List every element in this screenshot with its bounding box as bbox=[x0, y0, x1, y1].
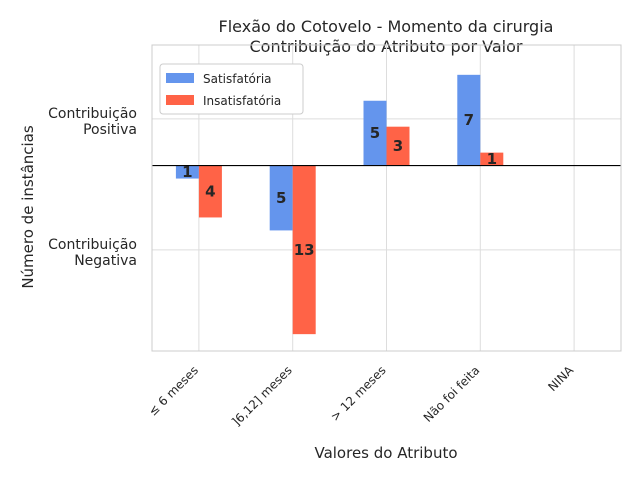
data-label: 7 bbox=[464, 111, 474, 129]
data-label: 4 bbox=[205, 183, 215, 201]
data-label: 5 bbox=[370, 124, 380, 142]
x-tick-labels: ≤ 6 meses ]6,12] meses > 12 meses Não foi f… bbox=[146, 363, 577, 429]
bar-insatisfatoria bbox=[292, 165, 316, 335]
bar-insatisfatoria bbox=[386, 126, 410, 166]
data-label: 5 bbox=[276, 189, 286, 207]
data-labels: 1 5 5 7 4 13 3 1 bbox=[182, 111, 497, 259]
x-tick-label: ≤ 6 meses bbox=[146, 363, 201, 418]
bar-satisfatoria bbox=[269, 165, 293, 231]
bar-satisfatoria bbox=[457, 74, 481, 166]
x-tick-label: > 12 meses bbox=[328, 363, 389, 424]
legend-label: Satisfatória bbox=[203, 72, 272, 86]
x-tick-label: ]6,12] meses bbox=[229, 363, 295, 429]
y-tick-label-line1: Contribuição bbox=[48, 106, 137, 122]
data-label: 3 bbox=[393, 137, 403, 155]
legend-swatch bbox=[166, 73, 194, 83]
data-label: 13 bbox=[294, 241, 315, 259]
x-axis-label: Valores do Atributo bbox=[314, 444, 457, 462]
legend-box bbox=[159, 63, 304, 115]
y-axis-label: Número de instâncias bbox=[19, 125, 37, 289]
bar-satisfatoria bbox=[363, 100, 387, 166]
chart-title: Flexão do Cotovelo - Momento da cirurgia bbox=[219, 17, 554, 36]
x-tick-label: Não foi feita bbox=[421, 363, 483, 425]
bar-insatisfatoria bbox=[198, 165, 222, 218]
y-tick-label-line2: Positiva bbox=[83, 122, 137, 138]
y-tick-label-line1: Contribuição bbox=[48, 237, 137, 253]
bar-insatisfatoria bbox=[480, 152, 504, 166]
legend-swatch bbox=[166, 95, 194, 105]
plot-frame bbox=[151, 44, 622, 352]
data-label: 1 bbox=[487, 150, 497, 168]
x-tick-label: NINA bbox=[545, 363, 576, 394]
bar-satisfatoria bbox=[175, 165, 199, 179]
legend: Satisfatória Insatisfatória bbox=[159, 63, 304, 115]
y-tick-label-line2: Negativa bbox=[74, 253, 137, 269]
bars bbox=[175, 74, 504, 335]
data-label: 1 bbox=[182, 163, 192, 181]
legend-label: Insatisfatória bbox=[203, 94, 281, 108]
